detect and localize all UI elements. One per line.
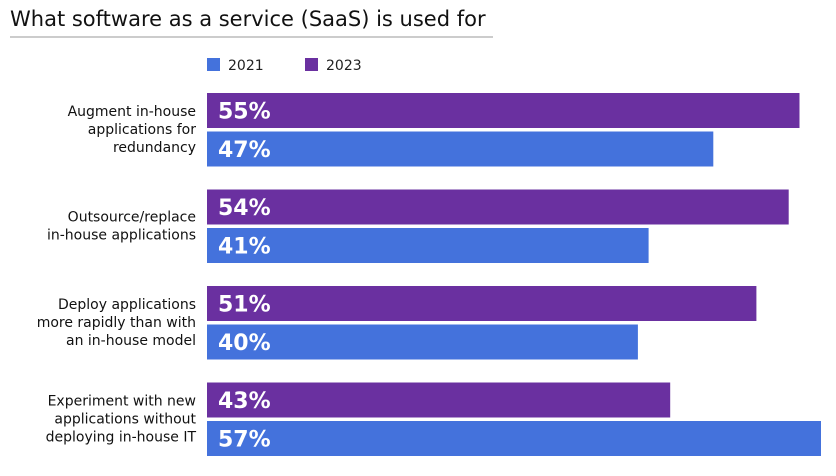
data-label-2021: 40%	[218, 331, 271, 356]
bar-2021	[207, 421, 821, 456]
data-label-2021: 41%	[218, 235, 271, 260]
category-label-line: in-house applications	[47, 227, 196, 243]
category-label-line: Deploy applications	[58, 297, 196, 313]
category-label-line: Outsource/replace	[68, 209, 196, 225]
data-label-2021: 47%	[218, 138, 271, 163]
bar-2023	[207, 286, 757, 321]
category-label-line: Augment in-house	[68, 104, 196, 120]
bar-2023	[207, 189, 789, 225]
legend-swatch-2021	[207, 58, 220, 71]
legend-label-2023: 2023	[326, 58, 362, 74]
data-label-2021: 57%	[218, 428, 271, 453]
bar-2021	[207, 324, 638, 360]
legend-label-2021: 2021	[228, 58, 264, 74]
data-label-2023: 54%	[218, 196, 271, 221]
data-label-2023: 51%	[218, 293, 271, 318]
category-label-line: redundancy	[113, 140, 196, 156]
bar-2023	[207, 382, 671, 418]
plot-area: Augment in-house applications for redundan…	[37, 93, 821, 456]
bar-2023	[207, 93, 800, 128]
category-label-line: Experiment with new	[48, 393, 196, 409]
category-label-line: more rapidly than with	[37, 315, 196, 331]
bar-2021	[207, 228, 649, 263]
category-label-line: applications without	[54, 411, 196, 427]
data-label-2023: 43%	[218, 389, 271, 414]
category-label-line: deploying in-house IT	[46, 429, 197, 445]
legend-swatch-2023	[305, 58, 318, 71]
category-label-line: an in-house model	[66, 333, 196, 349]
data-label-2023: 55%	[218, 100, 271, 125]
category-label-line: applications for	[88, 122, 196, 138]
bar-2021	[207, 131, 714, 167]
chart-title: What software as a service (SaaS) is use…	[10, 7, 486, 31]
legend: 2021 2023	[207, 58, 362, 74]
